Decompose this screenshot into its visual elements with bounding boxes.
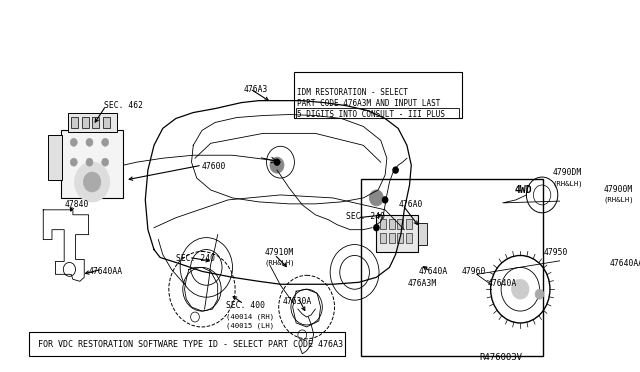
Text: (RH&LH): (RH&LH)	[265, 259, 296, 266]
Text: 47630A: 47630A	[282, 297, 312, 306]
Bar	[294, 71, 462, 118]
Circle shape	[584, 149, 587, 152]
Text: 476A3M: 476A3M	[408, 279, 437, 288]
Text: SEC. 240: SEC. 240	[346, 212, 385, 221]
Bar	[388, 232, 395, 243]
Text: 47640AA: 47640AA	[610, 259, 640, 269]
Text: 4WD: 4WD	[515, 185, 532, 195]
Text: 476A3: 476A3	[244, 85, 268, 94]
Bar	[362, 179, 543, 356]
Text: (40014 (RH): (40014 (RH)	[227, 313, 275, 320]
Text: SEC. 462: SEC. 462	[104, 101, 143, 110]
Text: 47960: 47960	[462, 267, 486, 276]
Circle shape	[102, 158, 109, 166]
Bar	[102, 116, 109, 128]
Circle shape	[369, 190, 383, 206]
Bar	[61, 131, 124, 198]
Text: FOR VDC RESTORATION SOFTWARE TYPE ID - SELECT PART CODE 476A3: FOR VDC RESTORATION SOFTWARE TYPE ID - S…	[38, 340, 342, 349]
Circle shape	[593, 268, 596, 271]
Circle shape	[70, 138, 77, 146]
Text: 47640A: 47640A	[488, 279, 517, 288]
Circle shape	[275, 159, 280, 165]
Bar	[380, 232, 386, 243]
Bar	[406, 232, 412, 243]
Circle shape	[102, 138, 109, 146]
Bar	[380, 219, 386, 229]
Circle shape	[374, 225, 379, 231]
Bar	[397, 232, 403, 243]
Text: PART CODE 476A3M AND INPUT LAST: PART CODE 476A3M AND INPUT LAST	[297, 99, 440, 108]
Circle shape	[86, 158, 93, 166]
Circle shape	[270, 157, 284, 173]
Circle shape	[580, 198, 582, 201]
Circle shape	[86, 138, 93, 146]
Text: 47600: 47600	[202, 162, 227, 171]
Bar	[388, 219, 395, 229]
Circle shape	[393, 167, 398, 173]
Bar	[29, 332, 345, 356]
Bar	[419, 223, 427, 244]
Text: (RH&LH): (RH&LH)	[552, 180, 583, 186]
Bar	[406, 219, 412, 229]
Circle shape	[535, 289, 544, 299]
Bar	[71, 116, 78, 128]
Text: 47840: 47840	[64, 200, 88, 209]
Text: IDM RESTORATION - SELECT: IDM RESTORATION - SELECT	[297, 88, 408, 97]
Bar	[92, 116, 99, 128]
Circle shape	[511, 279, 529, 299]
Text: R476003V: R476003V	[479, 353, 522, 362]
Bar	[68, 113, 116, 132]
Circle shape	[383, 197, 388, 203]
Bar	[82, 116, 88, 128]
Bar	[296, 109, 458, 118]
Text: SEC. 240: SEC. 240	[176, 254, 215, 263]
Text: 47640AA: 47640AA	[88, 267, 123, 276]
Text: (40015 (LH): (40015 (LH)	[227, 323, 275, 330]
Circle shape	[70, 158, 77, 166]
Text: (RH&LH): (RH&LH)	[603, 197, 634, 203]
Circle shape	[627, 266, 632, 272]
Text: 5 DIGITS INTO CONSULT - III PLUS: 5 DIGITS INTO CONSULT - III PLUS	[297, 110, 445, 119]
Bar	[397, 219, 403, 229]
Text: 47640A: 47640A	[419, 267, 447, 276]
Circle shape	[580, 238, 582, 241]
Bar	[376, 215, 419, 253]
Text: 47900M: 47900M	[603, 185, 632, 194]
Bar	[49, 135, 63, 180]
Text: SEC. 400: SEC. 400	[227, 301, 266, 310]
Circle shape	[75, 162, 109, 202]
Text: 4790DM: 4790DM	[552, 168, 582, 177]
Text: 47910M: 47910M	[265, 247, 294, 257]
Text: 476A0: 476A0	[398, 200, 422, 209]
Text: 47950: 47950	[544, 247, 568, 257]
Circle shape	[83, 172, 101, 192]
